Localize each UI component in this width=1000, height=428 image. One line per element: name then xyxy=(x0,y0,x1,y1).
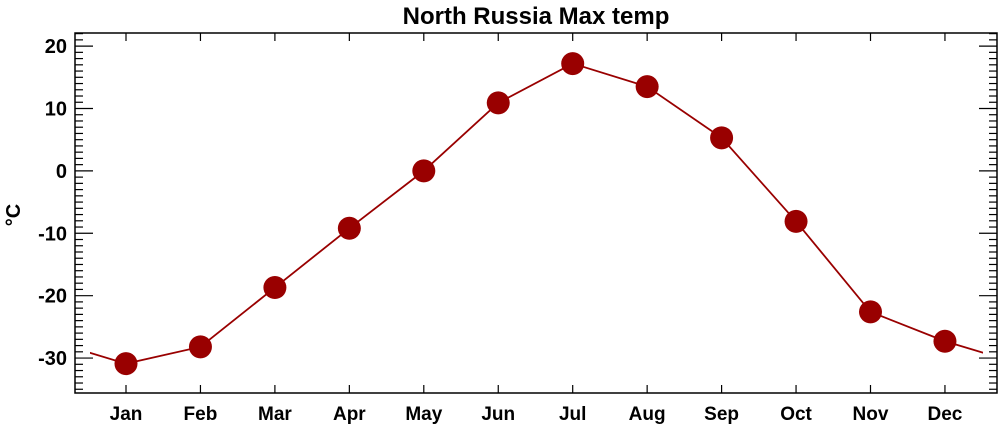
x-tick-label: Nov xyxy=(853,404,889,425)
data-point-may xyxy=(412,159,436,183)
series-line-path xyxy=(90,62,983,365)
y-tick-label: -30 xyxy=(38,348,67,370)
data-point-jan xyxy=(114,352,138,376)
chart-title: North Russia Max temp xyxy=(403,3,670,30)
y-tick-label: -10 xyxy=(38,223,67,245)
y-tick-label: 20 xyxy=(45,36,67,58)
x-tick-label: Jul xyxy=(559,404,586,425)
data-point-jun xyxy=(486,91,510,115)
data-point-apr xyxy=(337,216,361,240)
data-point-sep xyxy=(710,126,734,150)
data-point-feb xyxy=(188,335,212,359)
x-tick-label: Jan xyxy=(110,404,143,425)
series-points xyxy=(114,52,957,376)
data-point-dec xyxy=(933,329,957,353)
x-tick-label: Sep xyxy=(704,404,739,425)
y-tick-label: 10 xyxy=(45,98,67,120)
x-tick-label: Mar xyxy=(258,404,292,425)
x-tick-label: Aug xyxy=(629,404,666,425)
x-tick-label: Apr xyxy=(333,404,366,425)
data-point-aug xyxy=(635,75,659,99)
y-tick-label: 0 xyxy=(56,161,67,183)
plot-frame xyxy=(74,32,998,394)
data-point-oct xyxy=(784,209,808,233)
x-tick-label: Feb xyxy=(184,404,218,425)
data-point-jul xyxy=(561,52,585,76)
x-tick-label: Oct xyxy=(780,404,812,425)
data-point-mar xyxy=(263,276,287,300)
x-tick-label: Dec xyxy=(928,404,963,425)
series-line xyxy=(90,62,983,365)
y-tick-label: -20 xyxy=(38,286,67,308)
axes: 20 10 0 -10 -20 -30 Jan Feb Mar Apr May Jun Jul Aug Se… xyxy=(38,32,998,425)
x-tick-label: Jun xyxy=(481,404,515,425)
y-axis-label: °C xyxy=(3,204,25,226)
x-tick-label: May xyxy=(405,404,442,425)
data-point-nov xyxy=(859,300,882,324)
